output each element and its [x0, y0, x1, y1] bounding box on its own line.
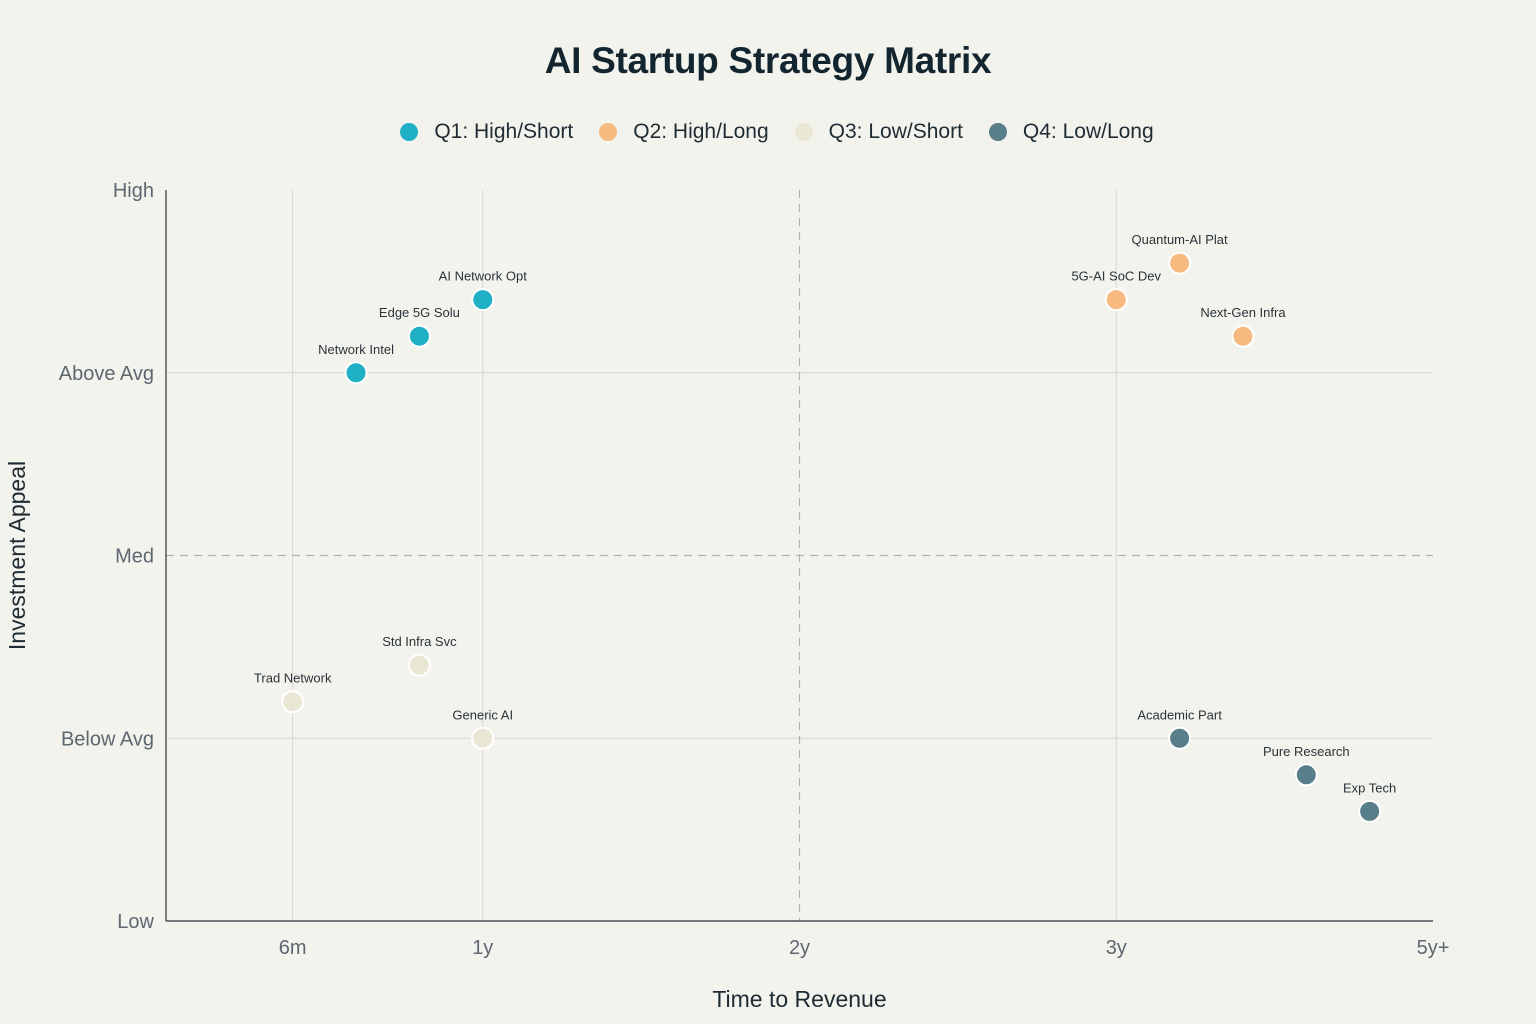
- data-point-q4[interactable]: [1294, 763, 1318, 787]
- legend: Q1: High/Short Q2: High/Long Q3: Low/Sho…: [0, 116, 1536, 148]
- data-point-q1[interactable]: [407, 324, 431, 348]
- data-point-q3[interactable]: [281, 690, 305, 714]
- data-point-q3[interactable]: [471, 726, 495, 750]
- data-point-q4[interactable]: [1168, 726, 1192, 750]
- legend-item-q3[interactable]: Q3: Low/Short: [794, 120, 963, 144]
- data-point-label: Quantum-AI Plat: [1132, 232, 1228, 247]
- chart-title: AI Startup Strategy Matrix: [544, 40, 992, 81]
- data-point-label: Network Intel: [318, 342, 394, 357]
- x-tick-label: 5y+: [1417, 937, 1450, 959]
- axis-layer: 6m 1y 2y 3y 5y+ Low Below Avg Med Above Avg High: [59, 180, 1450, 959]
- y-tick-label: Med: [115, 546, 154, 568]
- data-point-q4[interactable]: [1358, 799, 1382, 823]
- data-point-q1[interactable]: [344, 361, 368, 385]
- y-tick-label: Low: [117, 911, 154, 933]
- data-point-label: Next-Gen Infra: [1200, 305, 1286, 320]
- legend-swatch-q4: [988, 123, 1007, 141]
- legend-label-q3: Q3: Low/Short: [828, 120, 963, 143]
- legend-label-q4: Q4: Low/Long: [1022, 120, 1154, 143]
- x-tick-label: 6m: [279, 937, 307, 959]
- y-tick-label: Below Avg: [61, 728, 154, 750]
- y-tick-label: High: [113, 180, 154, 202]
- data-point-q3[interactable]: [407, 653, 431, 677]
- grid-layer: [166, 190, 1433, 921]
- data-point-label: Pure Research: [1263, 744, 1350, 759]
- data-point-q2[interactable]: [1231, 324, 1255, 348]
- data-point-label: Generic AI: [452, 707, 513, 722]
- data-point-label: Edge 5G Solu: [379, 305, 460, 320]
- y-axis-title: Investment Appeal: [4, 461, 30, 650]
- data-point-q2[interactable]: [1104, 288, 1128, 312]
- data-point-q1[interactable]: [471, 288, 495, 312]
- x-axis-title: Time to Revenue: [712, 986, 886, 1012]
- data-point-label: Academic Part: [1137, 707, 1222, 722]
- legend-item-q4[interactable]: Q4: Low/Long: [988, 120, 1154, 144]
- legend-swatch-q3: [794, 123, 813, 141]
- legend-item-q2[interactable]: Q2: High/Long: [599, 120, 769, 144]
- data-point-label: Trad Network: [254, 671, 332, 686]
- legend-label-q1: Q1: High/Short: [434, 120, 574, 143]
- x-tick-label: 2y: [789, 937, 810, 959]
- legend-swatch-q1: [400, 123, 419, 141]
- data-point-label: Std Infra Svc: [382, 634, 457, 649]
- legend-label-q2: Q2: High/Long: [633, 120, 769, 143]
- legend-swatch-q2: [599, 123, 618, 141]
- point-layer: AI Network Opt Edge 5G Solu Network Intel Q…: [254, 232, 1396, 823]
- x-tick-label: 1y: [472, 937, 493, 959]
- data-point-label: 5G-AI SoC Dev: [1071, 269, 1161, 284]
- data-point-label: AI Network Opt: [439, 269, 528, 284]
- y-tick-label: Above Avg: [59, 363, 154, 385]
- x-tick-label: 3y: [1106, 937, 1127, 959]
- data-point-label: Exp Tech: [1343, 780, 1396, 795]
- legend-item-q1[interactable]: Q1: High/Short: [400, 120, 573, 144]
- data-point-q2[interactable]: [1168, 251, 1192, 275]
